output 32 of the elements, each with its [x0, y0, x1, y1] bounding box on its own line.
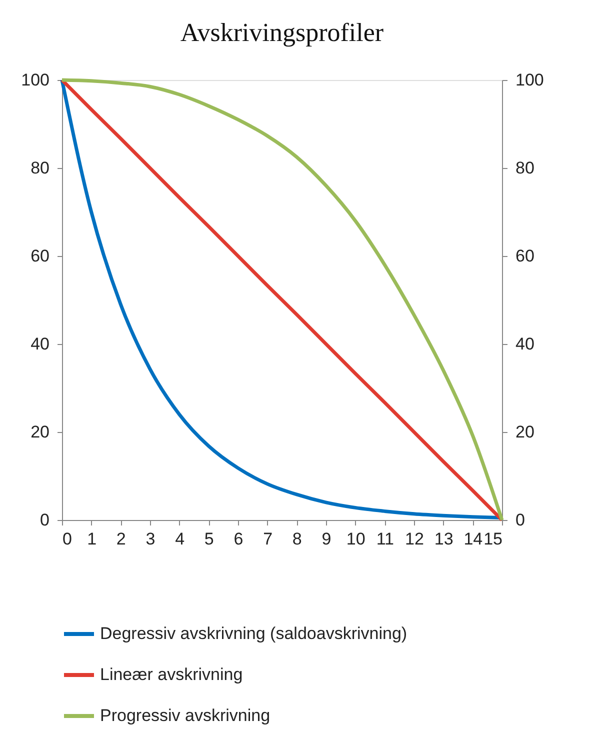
x-tick-label: 11	[376, 530, 394, 548]
y-tick-label: 0	[40, 510, 50, 530]
y-tick-label: 60	[30, 246, 50, 266]
y-tick-label: 20	[30, 422, 50, 442]
x-tick-label: 13	[434, 530, 454, 548]
x-tick-label: 9	[322, 530, 332, 548]
y2-tick-label: 60	[516, 246, 534, 266]
x-tick-label: 3	[146, 530, 156, 548]
y2-tick-label: 100	[516, 70, 544, 90]
x-tick-label: 12	[405, 530, 424, 548]
x-tick-label: 0	[62, 530, 72, 548]
y2-tick-label: 0	[516, 510, 525, 530]
y-tick-label: 100	[21, 70, 50, 90]
x-tick-label: 4	[175, 530, 185, 548]
x-tick-label: 6	[234, 530, 244, 548]
x-tick-label: 8	[292, 530, 302, 548]
chart-title: Avskrivingsprofiler	[180, 18, 384, 47]
legend-label: Degressiv avskrivning (saldoavskrivning)	[100, 624, 408, 643]
x-tick-label: 10	[346, 530, 366, 548]
y2-tick-label: 40	[516, 334, 534, 354]
x-tick-label: 1	[87, 530, 97, 548]
x-tick-label: 14	[464, 530, 483, 548]
x-tick-label: 5	[204, 530, 214, 548]
y-tick-label: 40	[30, 334, 50, 354]
x-tick-label: 2	[116, 530, 126, 548]
y-tick-label: 80	[30, 158, 50, 178]
y2-tick-label: 80	[516, 158, 534, 178]
x-tick-label: 7	[263, 530, 273, 548]
y2-tick-label: 20	[516, 422, 534, 442]
legend-label: Progressiv avskrivning	[100, 706, 270, 725]
x-tick-label: 15	[484, 530, 502, 548]
legend-label: Lineær avskrivning	[100, 665, 243, 684]
